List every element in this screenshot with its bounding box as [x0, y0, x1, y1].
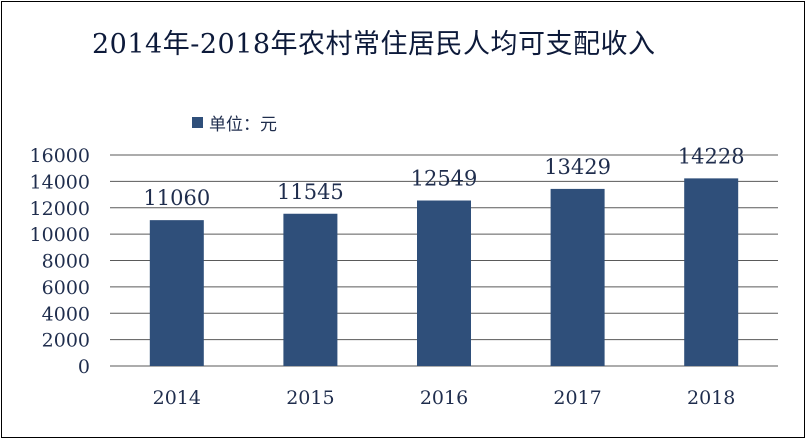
y-tick-label: 12000 [30, 198, 90, 220]
bar [417, 200, 471, 366]
legend: 单位：元 [192, 110, 277, 135]
x-tick-label: 2015 [286, 387, 334, 409]
data-label: 11545 [277, 180, 344, 204]
y-tick-label: 16000 [30, 145, 90, 167]
x-tick-label: 2016 [420, 387, 468, 409]
y-tick-label: 6000 [42, 277, 90, 299]
y-tick-label: 8000 [42, 251, 90, 273]
data-label: 13429 [544, 155, 611, 179]
data-label: 12549 [411, 167, 478, 191]
chart-title: 2014年-2018年农村常住居民人均可支配收入 [92, 29, 656, 60]
y-tick-label: 10000 [30, 224, 90, 246]
y-tick-label: 0 [78, 356, 90, 378]
data-label: 14228 [678, 144, 745, 168]
y-tick-label: 4000 [42, 303, 90, 325]
bar [550, 188, 605, 366]
x-tick-label: 2018 [687, 387, 735, 409]
y-tick-label: 2000 [42, 330, 90, 352]
legend-label: 单位：元 [209, 115, 277, 135]
x-tick-label: 2014 [153, 387, 201, 409]
bar [149, 220, 204, 366]
x-tick-label: 2017 [553, 387, 601, 409]
y-axis-ticks: 0 2000 4000 6000 8000 10000 12000 14000 16000 [30, 145, 90, 378]
legend-swatch [192, 117, 203, 128]
data-labels: 11060 11545 12549 13429 14228 [143, 144, 744, 210]
data-label: 11060 [143, 186, 210, 210]
bar [283, 213, 338, 366]
bar [684, 178, 739, 366]
bars [149, 178, 739, 366]
y-tick-label: 14000 [30, 171, 90, 193]
x-axis-ticks: 2014 2015 2016 2017 2018 [153, 387, 736, 409]
